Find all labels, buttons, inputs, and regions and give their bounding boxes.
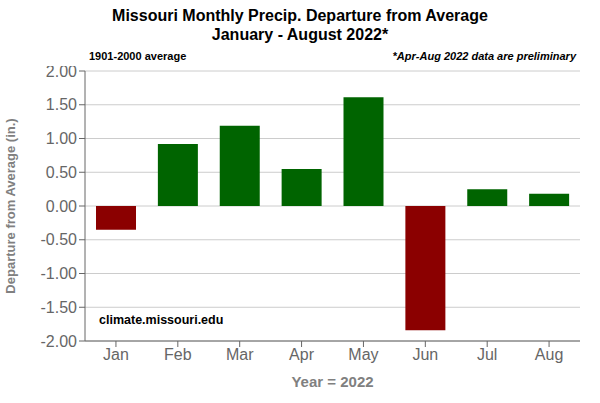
svg-text:Jul: Jul — [477, 346, 497, 363]
svg-text:Mar: Mar — [226, 346, 254, 363]
svg-text:-1.50: -1.50 — [41, 299, 78, 316]
html-text:1901-2000 average: 1901-2000 average — [89, 50, 187, 62]
svg-text:Aug: Aug — [535, 346, 563, 363]
html-text:*Apr-Aug 2022 data are prelimi: *Apr-Aug 2022 data are preliminary — [392, 50, 576, 62]
html-text:climate.missouri.edu: climate.missouri.edu — [99, 313, 224, 327]
html-text:January - August 2022*: January - August 2022* — [211, 26, 389, 43]
svg-text:Departure from Average (in.): Departure from Average (in.) — [8, 118, 18, 293]
svg-text:May: May — [348, 346, 378, 363]
svg-text:2.00: 2.00 — [46, 66, 77, 80]
svg-text:0.50: 0.50 — [46, 164, 77, 181]
svg-text:1.50: 1.50 — [46, 96, 77, 113]
svg-text:0.00: 0.00 — [46, 198, 77, 215]
svg-text:Year = 2022: Year = 2022 — [291, 373, 373, 390]
svg-text:-0.50: -0.50 — [41, 231, 78, 248]
svg-text:-1.00: -1.00 — [41, 265, 78, 282]
svg-text:Apr: Apr — [289, 346, 315, 363]
svg-text:Feb: Feb — [164, 346, 192, 363]
svg-text:Jan: Jan — [103, 346, 129, 363]
svg-text:-2.00: -2.00 — [41, 333, 78, 350]
svg-text:Jun: Jun — [412, 346, 438, 363]
svg-text:1.00: 1.00 — [46, 130, 77, 147]
html-text:Missouri Monthly Precip. Depar: Missouri Monthly Precip. Departure from … — [112, 7, 488, 24]
